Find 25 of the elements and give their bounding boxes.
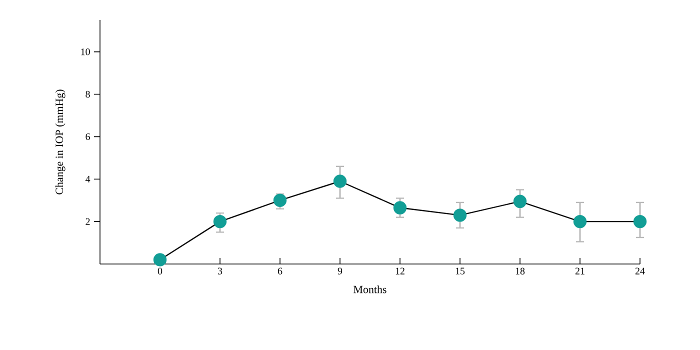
point: [333, 174, 347, 188]
point: [453, 208, 467, 222]
y-tick-label: 10: [81, 48, 90, 56]
x-tick-label: 18: [516, 268, 525, 274]
x-tick-label: 24: [635, 268, 645, 274]
point: [633, 214, 647, 228]
x-tick-label: 12: [396, 268, 404, 274]
point: [393, 201, 407, 214]
x-tick-label: 6: [278, 268, 282, 274]
y-tick-label: 8: [86, 90, 90, 98]
x-axis-title: Months: [354, 285, 386, 294]
x-tick-label: 9: [338, 268, 342, 274]
x-tick-label: 3: [218, 268, 222, 274]
y-axis-title: Change in IOP (mmHg): [55, 90, 66, 194]
x-tick-label: 21: [575, 268, 584, 274]
y-tick-label: 2: [86, 218, 90, 225]
x-tick-label: 15: [456, 268, 465, 274]
point: [513, 194, 527, 208]
y-tick-label: 6: [86, 133, 90, 140]
point: [273, 194, 287, 207]
point: [573, 214, 587, 228]
point: [153, 253, 167, 266]
x-tick-label: 0: [158, 268, 162, 274]
point: [213, 214, 227, 228]
y-tick-label: 4: [85, 176, 90, 182]
